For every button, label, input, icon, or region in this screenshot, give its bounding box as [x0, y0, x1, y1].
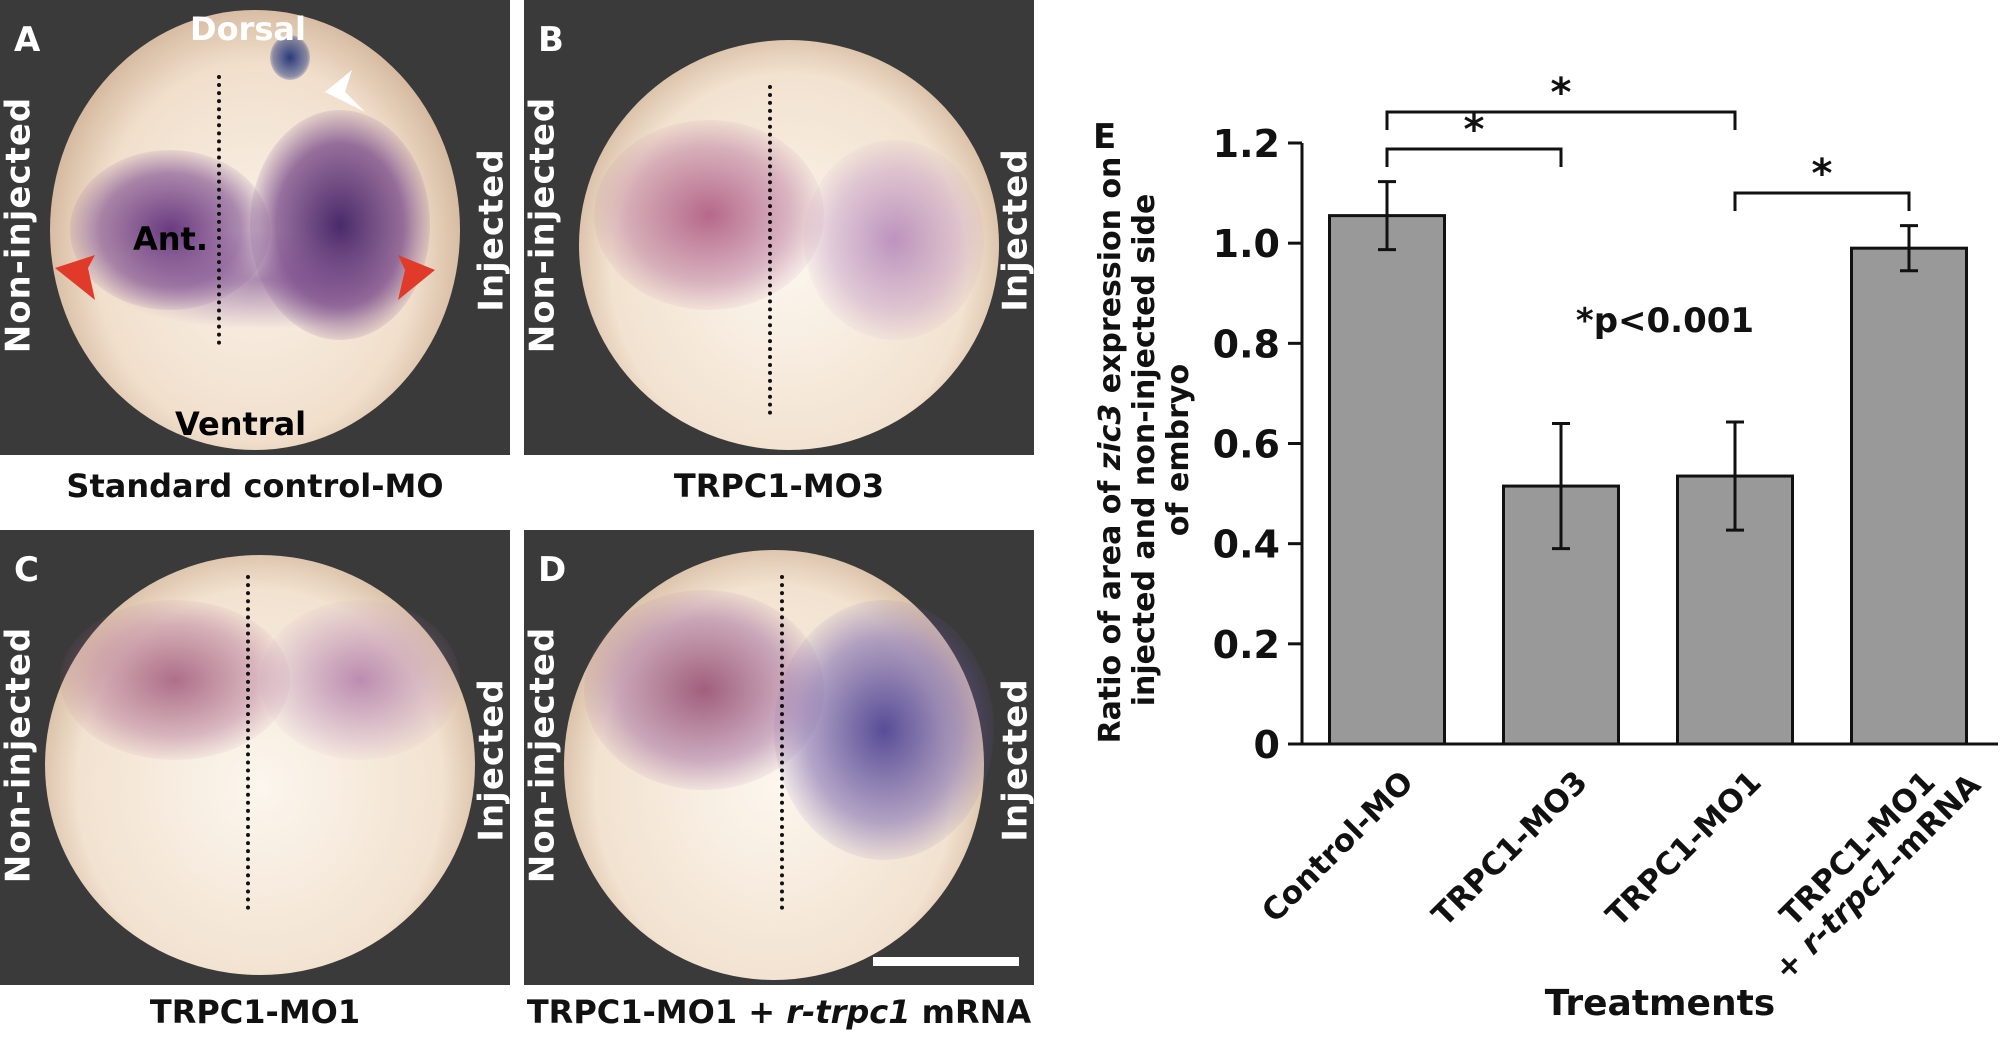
scale-bar	[873, 957, 1019, 966]
caption-a: Standard control-MO	[66, 467, 444, 505]
p-value-annotation: *p<0.001	[1576, 301, 1754, 341]
blue-spot	[270, 35, 310, 80]
y-axis-label: Ratio of area of zic3 expression on inje…	[1093, 157, 1196, 744]
arrowheads	[55, 70, 435, 300]
caption-d-main: TRPC1-MO1 +	[526, 993, 787, 1031]
stain-right	[260, 600, 460, 760]
y-tick-label: 0	[1254, 723, 1280, 767]
midline	[780, 575, 784, 910]
panel-c: C Non-injected Injected	[0, 530, 510, 985]
midline	[246, 575, 250, 910]
y-tick-label: 1.0	[1213, 222, 1280, 266]
y-label-line3: of embryo	[1161, 364, 1196, 536]
y-tick-label: 0.2	[1213, 623, 1280, 667]
red-arrowhead-left	[55, 255, 95, 300]
significance-star: *	[1812, 151, 1833, 197]
stain-right	[804, 140, 984, 340]
panel-letter-e: E	[1093, 117, 1116, 157]
y-tick-label: 0.6	[1213, 423, 1280, 467]
x-tick-label: TRPC1-MO1	[1599, 764, 1768, 933]
y-tick-label: 0.4	[1213, 523, 1280, 567]
anterior-label: Ant.	[133, 220, 208, 258]
stain-left	[594, 120, 824, 310]
significance-bracket	[1385, 110, 1737, 130]
panel-letter: A	[14, 20, 41, 60]
caption-d: TRPC1-MO1 + r-trpc1 mRNA	[524, 993, 1034, 1031]
caption-c: TRPC1-MO1	[149, 993, 361, 1031]
y-label-line1: Ratio of area of zic3 expression on	[1093, 157, 1128, 744]
midline	[217, 75, 221, 345]
caption-b: TRPC1-MO3	[673, 467, 885, 505]
significance-star: *	[1464, 107, 1485, 153]
significance-bracket	[1385, 147, 1563, 167]
caption-d-end: mRNA	[910, 993, 1032, 1031]
dorsal-label: Dorsal	[190, 10, 306, 48]
panel-letter: B	[538, 20, 564, 60]
significance-bracket	[1733, 191, 1911, 211]
panel-letter: C	[14, 550, 39, 590]
y-label-line2: injected and non-injected side	[1127, 194, 1162, 707]
midline	[768, 85, 772, 415]
y-tick-label: 1.2	[1213, 122, 1280, 166]
panel-b: B Non-injected Injected	[524, 0, 1034, 455]
bar	[1850, 246, 1968, 746]
significance-star: *	[1551, 70, 1572, 116]
caption-d-italic: r-trpc1	[786, 993, 911, 1031]
y-tick-label: 0.8	[1213, 322, 1280, 366]
bar	[1328, 214, 1446, 746]
x-tick-label: TRPC1-MO1+ r-trpc1-mRNA	[1743, 743, 1988, 988]
x-tick-label: Control-MO	[1255, 764, 1421, 930]
stain-band	[100, 230, 420, 330]
panel-letter: D	[538, 550, 567, 590]
panel-a: A Dorsal Ventral Ant. Non-injected Injec…	[0, 0, 510, 455]
panel-d: D Non-injected Injected	[524, 530, 1034, 985]
red-arrowhead-right	[398, 255, 435, 300]
x-axis-label: Treatments	[1545, 983, 1775, 1024]
ventral-label: Ventral	[175, 405, 307, 443]
white-arrowhead	[325, 70, 365, 112]
x-tick-label: TRPC1-MO3	[1425, 764, 1594, 933]
stain-left	[60, 600, 290, 760]
stain-right	[774, 600, 994, 860]
